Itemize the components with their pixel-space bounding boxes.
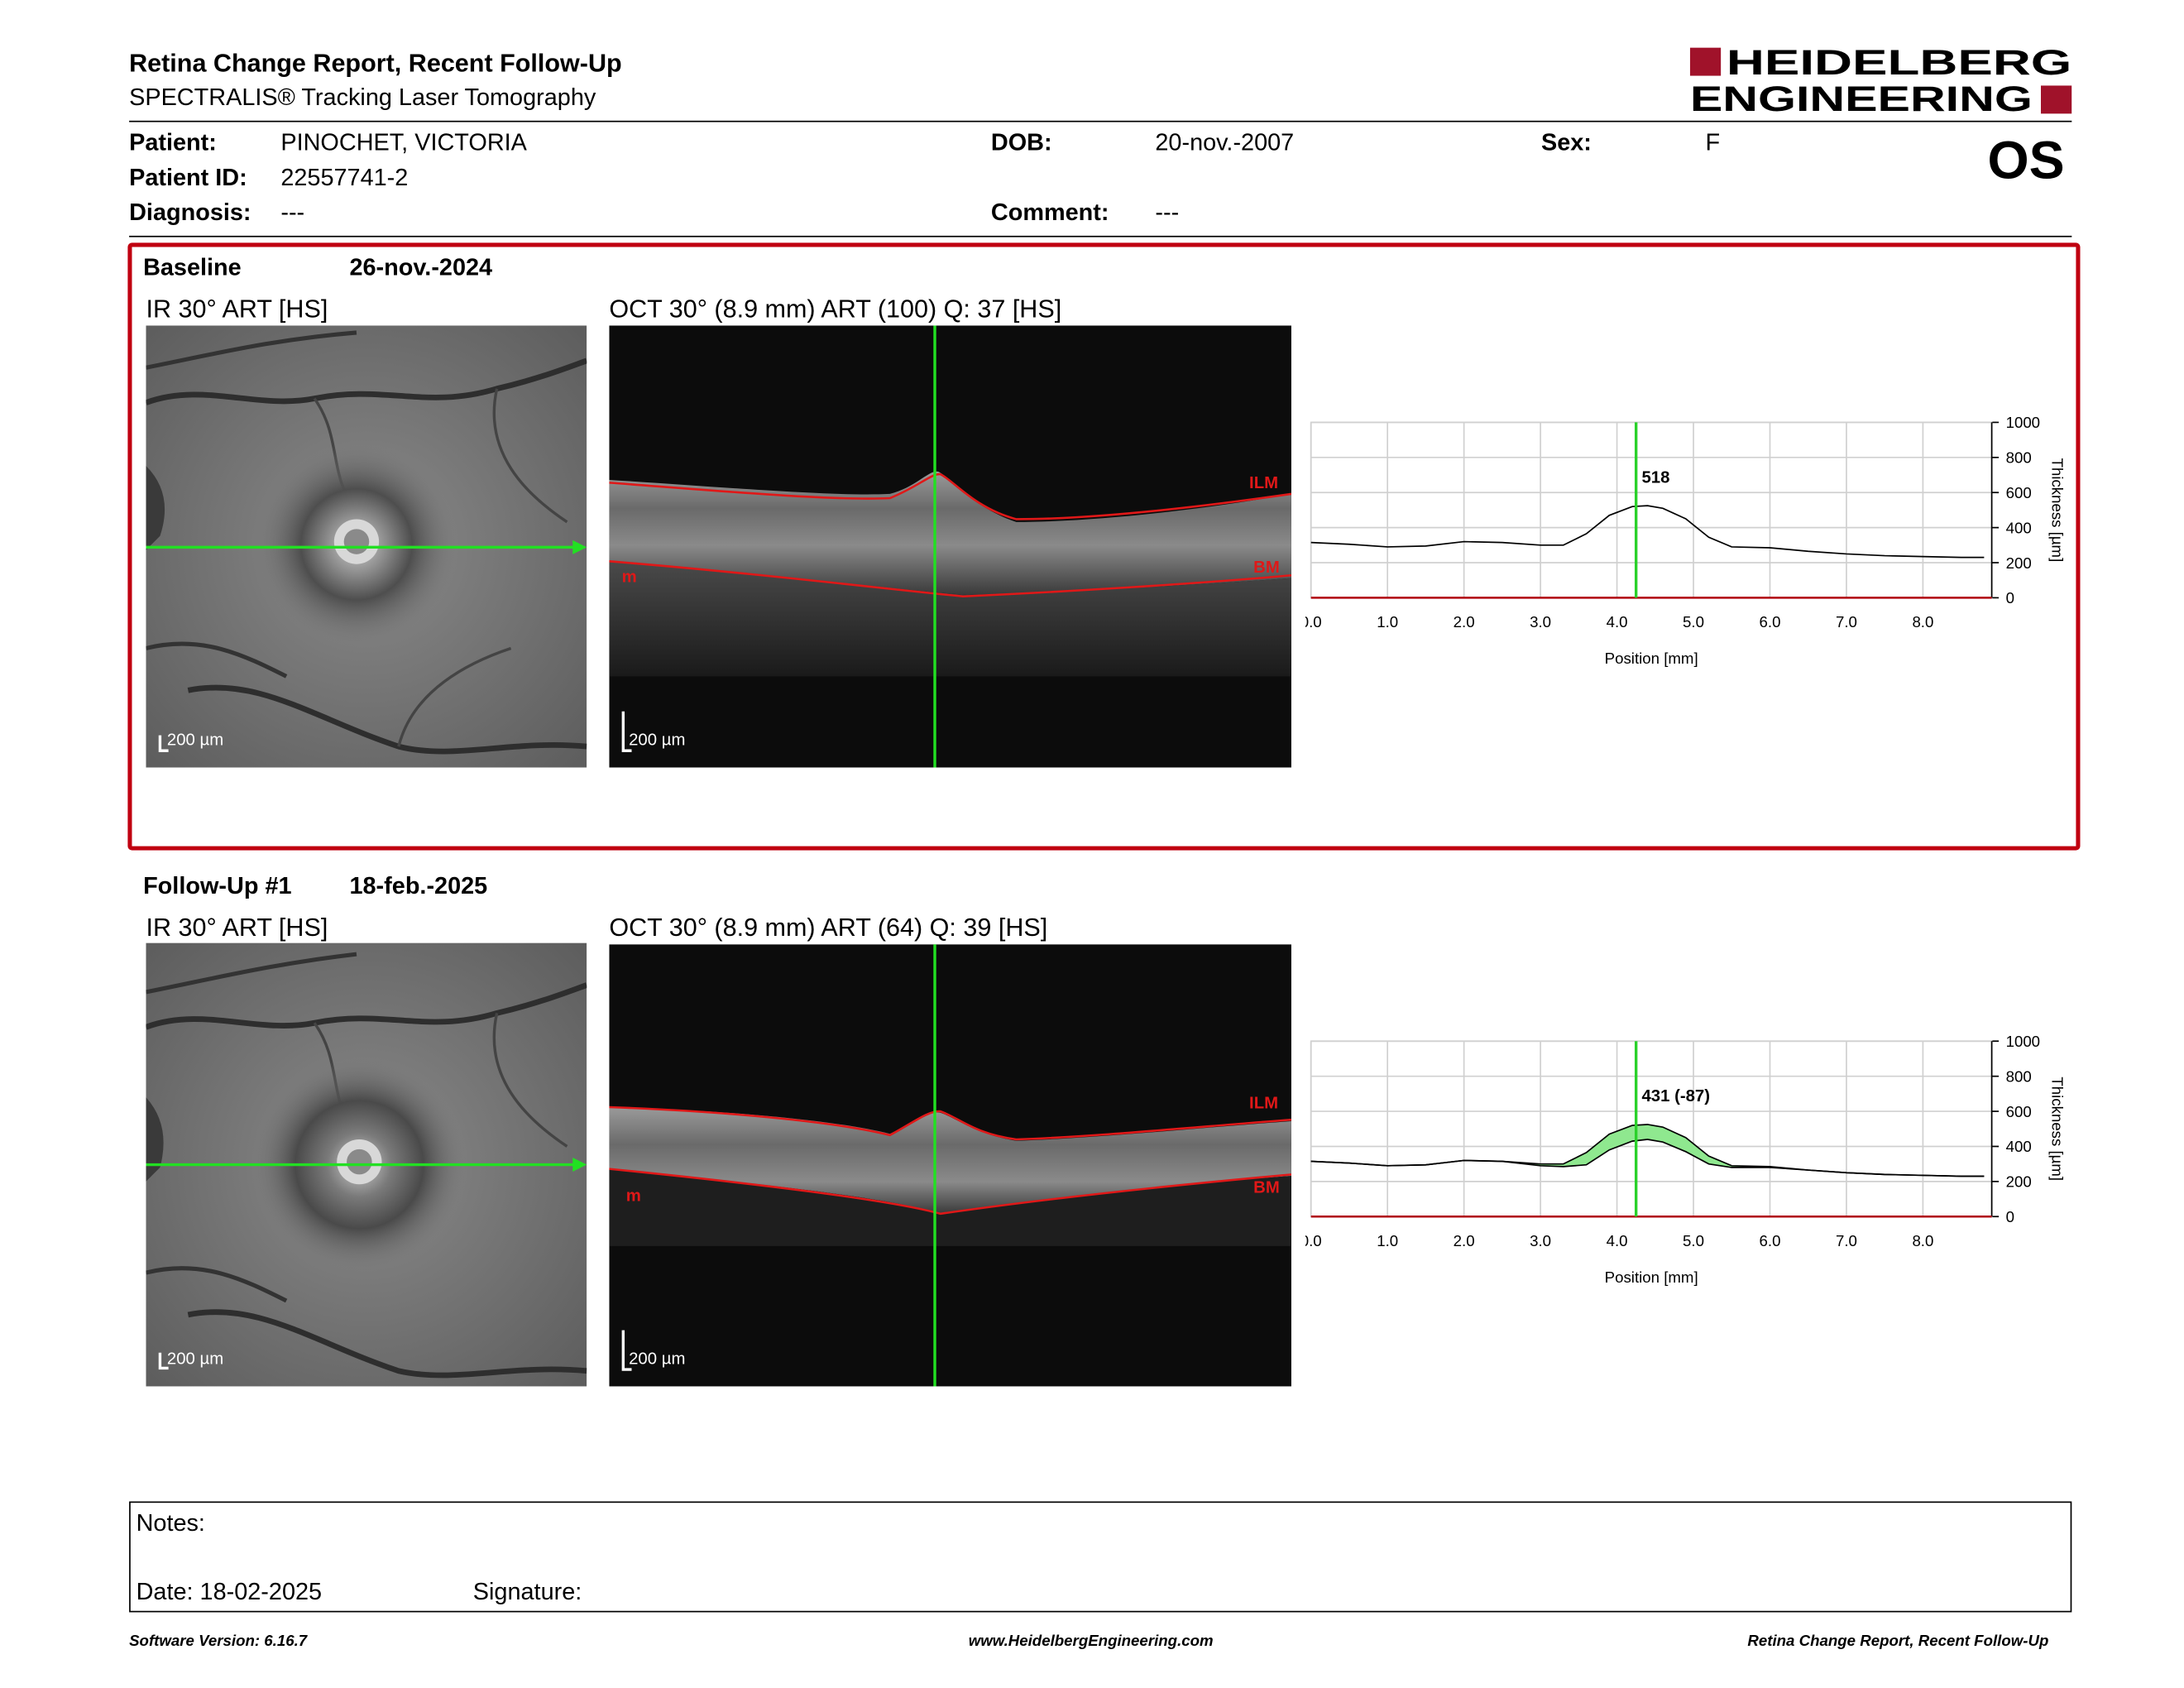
x-tick-label: 2.0 xyxy=(1454,613,1475,631)
baseline-m-label: m xyxy=(622,568,637,587)
notes-date: Date: 18-02-2025 xyxy=(136,1578,323,1605)
baseline-ir-image[interactable]: 200 µm xyxy=(145,325,588,768)
followup-ir-caption: IR 30° ART [HS] xyxy=(146,913,328,942)
followup-oct-image[interactable]: ILM BM m 200 µm xyxy=(609,944,1292,1387)
followup-oct-caption: OCT 30° (8.9 mm) ART (64) Q: 39 [HS] xyxy=(609,913,1048,942)
baseline-ir-scale: 200 µm xyxy=(167,731,223,749)
followup-oct-scale: 200 µm xyxy=(629,1350,685,1368)
logo-text-top: HEIDELBERG xyxy=(1727,45,2071,82)
patient-label: Patient: xyxy=(129,129,217,156)
y-tick-label: 1000 xyxy=(2006,1033,2040,1050)
followup-thickness-chart: 0.0 1.0 2.0 3.0 4.0 5.0 6.0 7.0 8.0 0 200 400 600 800… xyxy=(1300,1026,2071,1307)
logo-text-bottom: ENGINEERING xyxy=(1690,79,2033,117)
x-tick-label: 3.0 xyxy=(1530,1232,1551,1249)
y-axis-label: Thickness [µm] xyxy=(2049,458,2067,563)
y-tick-label: 0 xyxy=(2006,589,2014,607)
x-tick-label: 4.0 xyxy=(1607,613,1628,631)
plot-frame xyxy=(1310,421,1993,599)
followup-date: 18-feb.-2025 xyxy=(349,872,488,900)
x-tick-label: 6.0 xyxy=(1760,613,1781,631)
x-tick-label: 7.0 xyxy=(1836,1232,1857,1249)
y-tick-label: 800 xyxy=(2006,1067,2032,1085)
baseline-label: Baseline xyxy=(143,253,242,281)
eye-indicator: OS xyxy=(1987,132,2065,191)
footer-website-link[interactable]: www.HeidelbergEngineering.com xyxy=(968,1633,1214,1651)
followup-label: Follow-Up #1 xyxy=(143,872,292,900)
x-tick-label: 3.0 xyxy=(1530,613,1551,631)
thickness-series-2 xyxy=(1310,1139,1985,1177)
baseline-oct-scale: 200 µm xyxy=(629,731,685,749)
x-tick-label: 7.0 xyxy=(1836,613,1857,631)
x-tick-label: 8.0 xyxy=(1912,1232,1933,1249)
followup-bm-label: BM xyxy=(1253,1178,1280,1196)
x-tick-label: 4.0 xyxy=(1607,1232,1628,1249)
x-tick-label: 2.0 xyxy=(1454,1232,1475,1249)
diagnosis-value: --- xyxy=(280,199,305,227)
chart-grid xyxy=(1310,421,2000,599)
baseline-ir-caption: IR 30° ART [HS] xyxy=(146,295,328,324)
report-title: Retina Change Report, Recent Follow-Up xyxy=(129,49,622,78)
footer-report-name: Retina Change Report, Recent Follow-Up xyxy=(1747,1633,2049,1651)
dob-value: 20-nov.-2007 xyxy=(1155,129,1295,156)
change-area xyxy=(1310,1124,1985,1177)
sex-label: Sex: xyxy=(1540,129,1592,156)
brand-logo: HEIDELBERG ENGINEERING xyxy=(1689,43,2072,118)
x-tick-label: 5.0 xyxy=(1683,613,1704,631)
x-tick-label: 6.0 xyxy=(1760,1232,1781,1249)
baseline-date: 26-nov.-2024 xyxy=(349,253,493,281)
x-tick-label: 0.0 xyxy=(1305,1232,1322,1249)
patient-id-label: Patient ID: xyxy=(129,164,247,191)
y-axis-label: Thickness [µm] xyxy=(2049,1077,2067,1181)
marker-value-label: 518 xyxy=(1641,468,1669,487)
baseline-oct-caption: OCT 30° (8.9 mm) ART (100) Q: 37 [HS] xyxy=(609,295,1062,324)
y-tick-label: 600 xyxy=(2006,484,2032,501)
y-tick-label: 200 xyxy=(2006,1173,2032,1191)
followup-ir-scale: 200 µm xyxy=(167,1350,223,1368)
footer-software-version: Software Version: 6.16.7 xyxy=(129,1633,308,1651)
followup-m-label: m xyxy=(626,1187,641,1206)
followup-ir-image[interactable]: 200 µm xyxy=(145,942,588,1387)
header-divider xyxy=(129,120,2072,122)
comment-label: Comment: xyxy=(990,199,1109,227)
y-tick-label: 400 xyxy=(2006,1138,2032,1155)
x-axis-label: Position [mm] xyxy=(1605,1268,1698,1286)
marker-value-label: 431 (-87) xyxy=(1641,1087,1710,1105)
x-tick-label: 5.0 xyxy=(1683,1232,1704,1249)
y-tick-label: 600 xyxy=(2006,1103,2032,1120)
x-tick-label: 8.0 xyxy=(1912,613,1933,631)
signature-label: Signature: xyxy=(472,1578,582,1605)
thickness-series-1 xyxy=(1310,505,1985,559)
baseline-bm-label: BM xyxy=(1253,559,1280,577)
patient-divider xyxy=(129,235,2072,237)
x-tick-label: 1.0 xyxy=(1377,1232,1398,1249)
patient-id-value: 22557741-2 xyxy=(280,164,409,191)
y-tick-label: 800 xyxy=(2006,449,2032,467)
y-tick-label: 0 xyxy=(2006,1208,2014,1225)
notes-box[interactable] xyxy=(129,1501,2072,1613)
baseline-box xyxy=(127,242,2081,851)
baseline-thickness-chart: 0.0 1.0 2.0 3.0 4.0 5.0 6.0 7.0 8.0 0 200 400 600 800… xyxy=(1300,407,2071,688)
report-subtitle: SPECTRALIS® Tracking Laser Tomography xyxy=(129,84,596,111)
dob-label: DOB: xyxy=(990,129,1052,156)
y-tick-label: 400 xyxy=(2006,519,2032,536)
sex-value: F xyxy=(1705,129,1721,156)
x-tick-label: 0.0 xyxy=(1305,613,1322,631)
y-tick-label: 200 xyxy=(2006,554,2032,572)
y-tick-label: 1000 xyxy=(2006,414,2040,431)
comment-value: --- xyxy=(1155,199,1180,227)
patient-name: PINOCHET, VICTORIA xyxy=(280,129,527,156)
diagnosis-label: Diagnosis: xyxy=(129,199,251,227)
x-axis-label: Position [mm] xyxy=(1605,650,1698,667)
followup-ilm-label: ILM xyxy=(1249,1095,1278,1113)
x-tick-label: 1.0 xyxy=(1377,613,1398,631)
notes-label: Notes: xyxy=(136,1509,205,1537)
baseline-ilm-label: ILM xyxy=(1249,474,1278,492)
baseline-oct-image[interactable]: ILM BM m 200 µm xyxy=(609,325,1292,768)
